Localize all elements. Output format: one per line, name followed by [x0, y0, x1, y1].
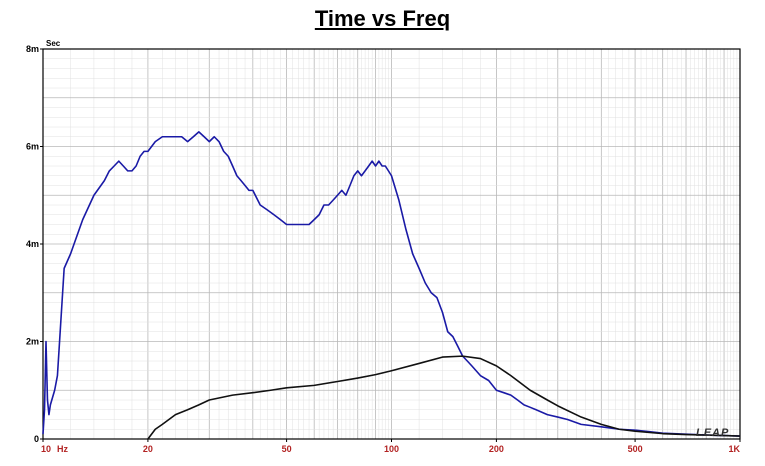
series-group	[42, 131, 741, 440]
x-tick-label: 100	[384, 444, 399, 454]
x-axis-unit: Hz	[57, 444, 68, 454]
x-tick-label: 10	[41, 444, 51, 454]
x-tick-label: 1K	[728, 444, 740, 454]
y-tick-label: 6m	[26, 142, 39, 152]
grid	[43, 49, 740, 439]
y-tick-label: 8m	[26, 44, 39, 54]
y-tick-label: 2m	[26, 337, 39, 347]
x-tick-label: 20	[143, 444, 153, 454]
series-line-2	[147, 355, 741, 440]
x-tick-label: 50	[282, 444, 292, 454]
x-axis-ticks: 10 20 50 100 200 500 1K	[41, 439, 741, 454]
x-tick-label: 200	[489, 444, 504, 454]
series-line-1	[42, 131, 741, 437]
y-axis-ticks: 0 2m 4m 6m 8m	[26, 44, 43, 444]
chart-title: Time vs Freq	[314, 6, 451, 31]
x-tick-label: 500	[628, 444, 643, 454]
y-tick-label: 0	[34, 434, 39, 444]
y-axis-label: Sec	[46, 39, 61, 48]
brand-logo: LEAP	[696, 427, 729, 439]
y-tick-label: 4m	[26, 239, 39, 249]
